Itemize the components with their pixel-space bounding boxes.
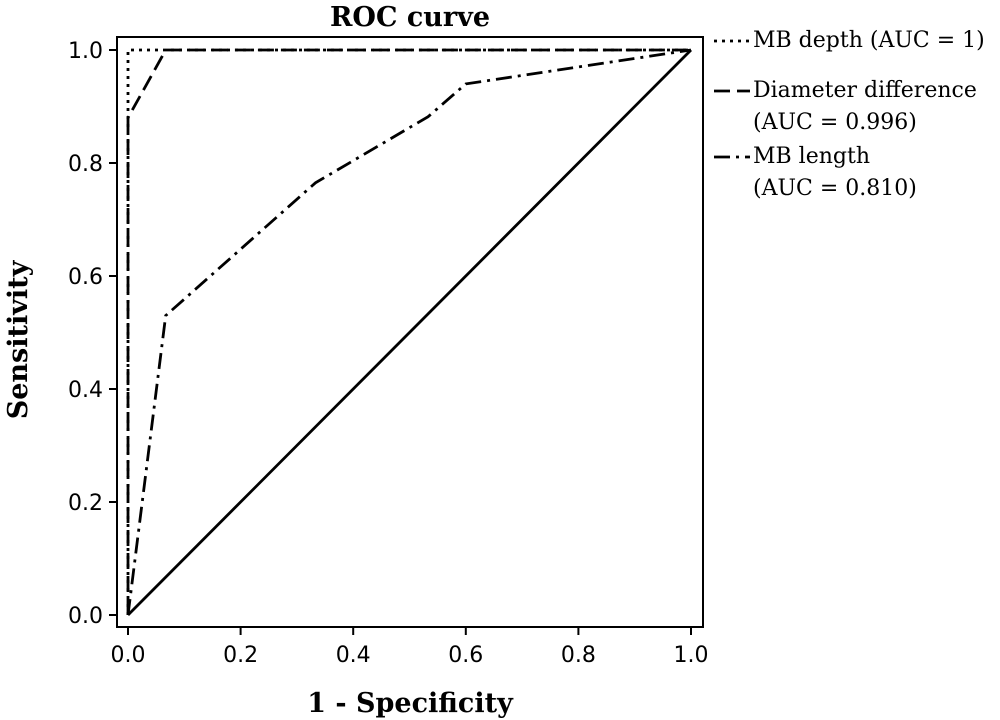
legend-label: Diameter difference: [753, 78, 977, 103]
x-tick-label: 0.8: [561, 643, 596, 668]
series-line-reference: [127, 49, 692, 616]
curves: [126, 48, 692, 616]
axis-ticks: 0.0 0.2 0.4 0.6 0.8 1.0 0.0 0.2 0.4 0.6 0.8 1.0: [68, 39, 709, 668]
x-axis-label: 1 - Specificity: [307, 688, 514, 719]
x-tick-label: 0.6: [448, 643, 483, 668]
y-tick-label: 1.0: [68, 39, 103, 64]
y-tick-label: 0.2: [68, 491, 103, 516]
legend-label: (AUC = 0.810): [753, 176, 917, 201]
y-tick-label: 0.6: [68, 265, 103, 290]
legend: MB depth (AUC = 1) Diameter difference (AU…: [714, 28, 985, 201]
x-tick-label: 0.0: [111, 643, 146, 668]
legend-label: MB depth (AUC = 1): [753, 28, 985, 53]
legend-label: (AUC = 0.996): [753, 110, 917, 135]
plot-area-frame: [116, 36, 704, 628]
y-tick-label: 0.4: [68, 378, 103, 403]
x-tick-label: 1.0: [674, 643, 709, 668]
y-tick-label: 0.0: [68, 604, 103, 629]
series-line-dashdot: [126, 48, 692, 616]
x-tick-label: 0.4: [336, 643, 371, 668]
y-axis-label: Sensitivity: [3, 259, 34, 419]
series-line-dashed: [126, 48, 691, 615]
x-tick-label: 0.2: [223, 643, 258, 668]
y-tick-label: 0.8: [68, 152, 103, 177]
legend-label: MB length: [753, 144, 870, 169]
chart-title: ROC curve: [330, 2, 490, 33]
